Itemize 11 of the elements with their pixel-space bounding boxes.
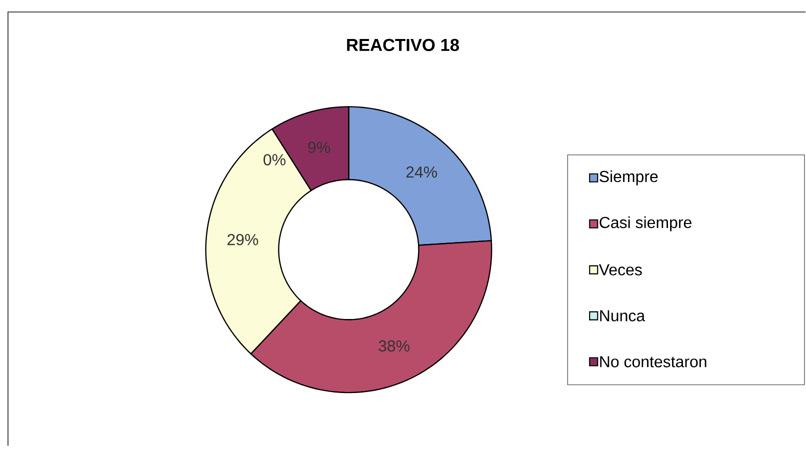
legend-label: Siempre xyxy=(600,170,658,186)
chart-title: REACTIVO 18 xyxy=(347,38,459,52)
data-label: 38% xyxy=(378,340,410,352)
data-label: 24% xyxy=(406,166,437,178)
data-label: 29% xyxy=(227,234,258,246)
data-label: 9% xyxy=(308,142,330,154)
legend-label: Nunca xyxy=(600,310,646,322)
legend-label: No contestaron xyxy=(600,356,706,368)
text: 0% xyxy=(264,154,286,166)
legend-label: Casi siempre xyxy=(600,216,692,232)
legend-label: Veces xyxy=(598,264,642,276)
